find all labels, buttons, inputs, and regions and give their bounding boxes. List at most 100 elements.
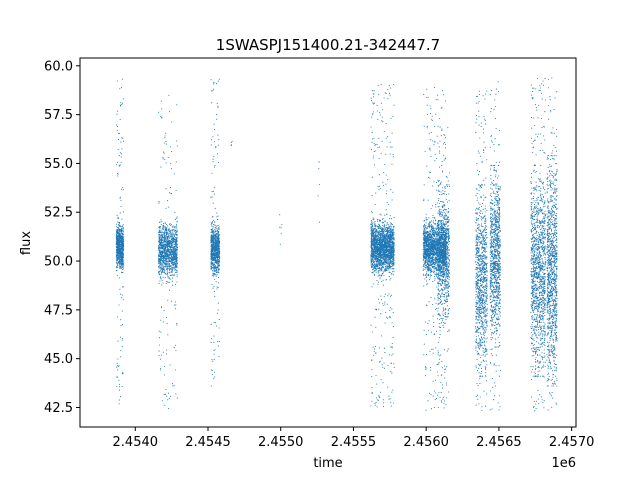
data-point (158, 237, 161, 239)
data-point (371, 116, 373, 118)
data-point (159, 229, 161, 231)
data-point (171, 247, 173, 249)
data-point (166, 255, 168, 257)
data-point (386, 223, 388, 225)
data-point (213, 187, 215, 189)
data-point (162, 259, 164, 261)
data-point (170, 265, 172, 267)
data-point (218, 226, 220, 228)
data-point (175, 304, 177, 306)
data-point (165, 143, 167, 145)
data-point (165, 162, 167, 164)
data-point (165, 257, 167, 259)
data-point (176, 270, 178, 272)
data-point (167, 399, 169, 401)
data-point (118, 264, 120, 266)
data-point (173, 267, 175, 269)
data-point (122, 233, 124, 235)
data-point (375, 232, 377, 234)
data-point (382, 284, 384, 286)
data-point (391, 391, 393, 393)
data-point (213, 83, 215, 85)
data-point (215, 233, 217, 235)
data-point (121, 104, 123, 106)
data-point (370, 263, 372, 265)
data-point (219, 255, 221, 257)
data-point (387, 264, 389, 266)
data-point (215, 265, 217, 267)
data-point (379, 187, 381, 189)
data-point (218, 78, 220, 80)
data-point (388, 231, 390, 234)
data-point (118, 224, 120, 226)
data-point (122, 286, 124, 288)
data-point (122, 268, 124, 270)
data-point (117, 217, 119, 220)
data-point (380, 391, 382, 393)
data-point (158, 247, 160, 249)
data-point (372, 218, 374, 220)
data-point (217, 258, 219, 261)
data-point (375, 402, 377, 404)
data-point (392, 311, 394, 313)
data-point (120, 262, 122, 264)
data-point (120, 87, 123, 89)
data-point (158, 263, 160, 265)
data-point (121, 251, 123, 253)
data-point (381, 120, 383, 122)
data-point (210, 245, 212, 247)
data-point (389, 222, 391, 224)
data-point (230, 144, 232, 146)
data-point (372, 111, 374, 113)
data-point (118, 164, 120, 166)
data-point (378, 146, 380, 148)
data-point (163, 251, 165, 253)
data-point (121, 262, 124, 264)
data-point (175, 231, 177, 233)
data-point (230, 141, 232, 143)
data-point (163, 238, 166, 240)
data-point (216, 153, 219, 155)
data-point (385, 174, 387, 176)
data-point (158, 350, 160, 352)
data-point (176, 323, 178, 325)
data-point (217, 256, 219, 258)
data-point (370, 220, 373, 222)
data-point (119, 212, 121, 214)
data-point (169, 242, 172, 244)
data-point (166, 265, 168, 267)
data-point (379, 213, 381, 215)
data-point (171, 274, 173, 277)
data-point (158, 265, 160, 267)
data-point (393, 226, 395, 228)
data-point (371, 250, 373, 252)
data-point (375, 374, 377, 377)
data-point (380, 295, 382, 297)
data-point (163, 259, 165, 261)
data-point (175, 218, 177, 220)
data-point (122, 266, 124, 268)
data-point (371, 359, 373, 362)
data-point (379, 278, 381, 280)
data-point (389, 265, 391, 267)
data-point (213, 155, 215, 157)
data-point (167, 272, 169, 274)
data-point (122, 236, 125, 238)
data-point (169, 232, 171, 234)
data-point (212, 263, 214, 265)
data-point (211, 196, 213, 198)
data-point (374, 220, 376, 223)
data-point (158, 330, 160, 332)
data-point (161, 229, 163, 231)
data-point (161, 221, 163, 223)
data-point (161, 261, 163, 263)
data-point (162, 227, 164, 229)
data-point (162, 237, 164, 239)
data-point (174, 258, 176, 261)
data-point (115, 246, 118, 248)
data-point (386, 190, 388, 192)
data-point (173, 263, 175, 265)
data-point (173, 235, 175, 238)
data-point (389, 271, 391, 273)
